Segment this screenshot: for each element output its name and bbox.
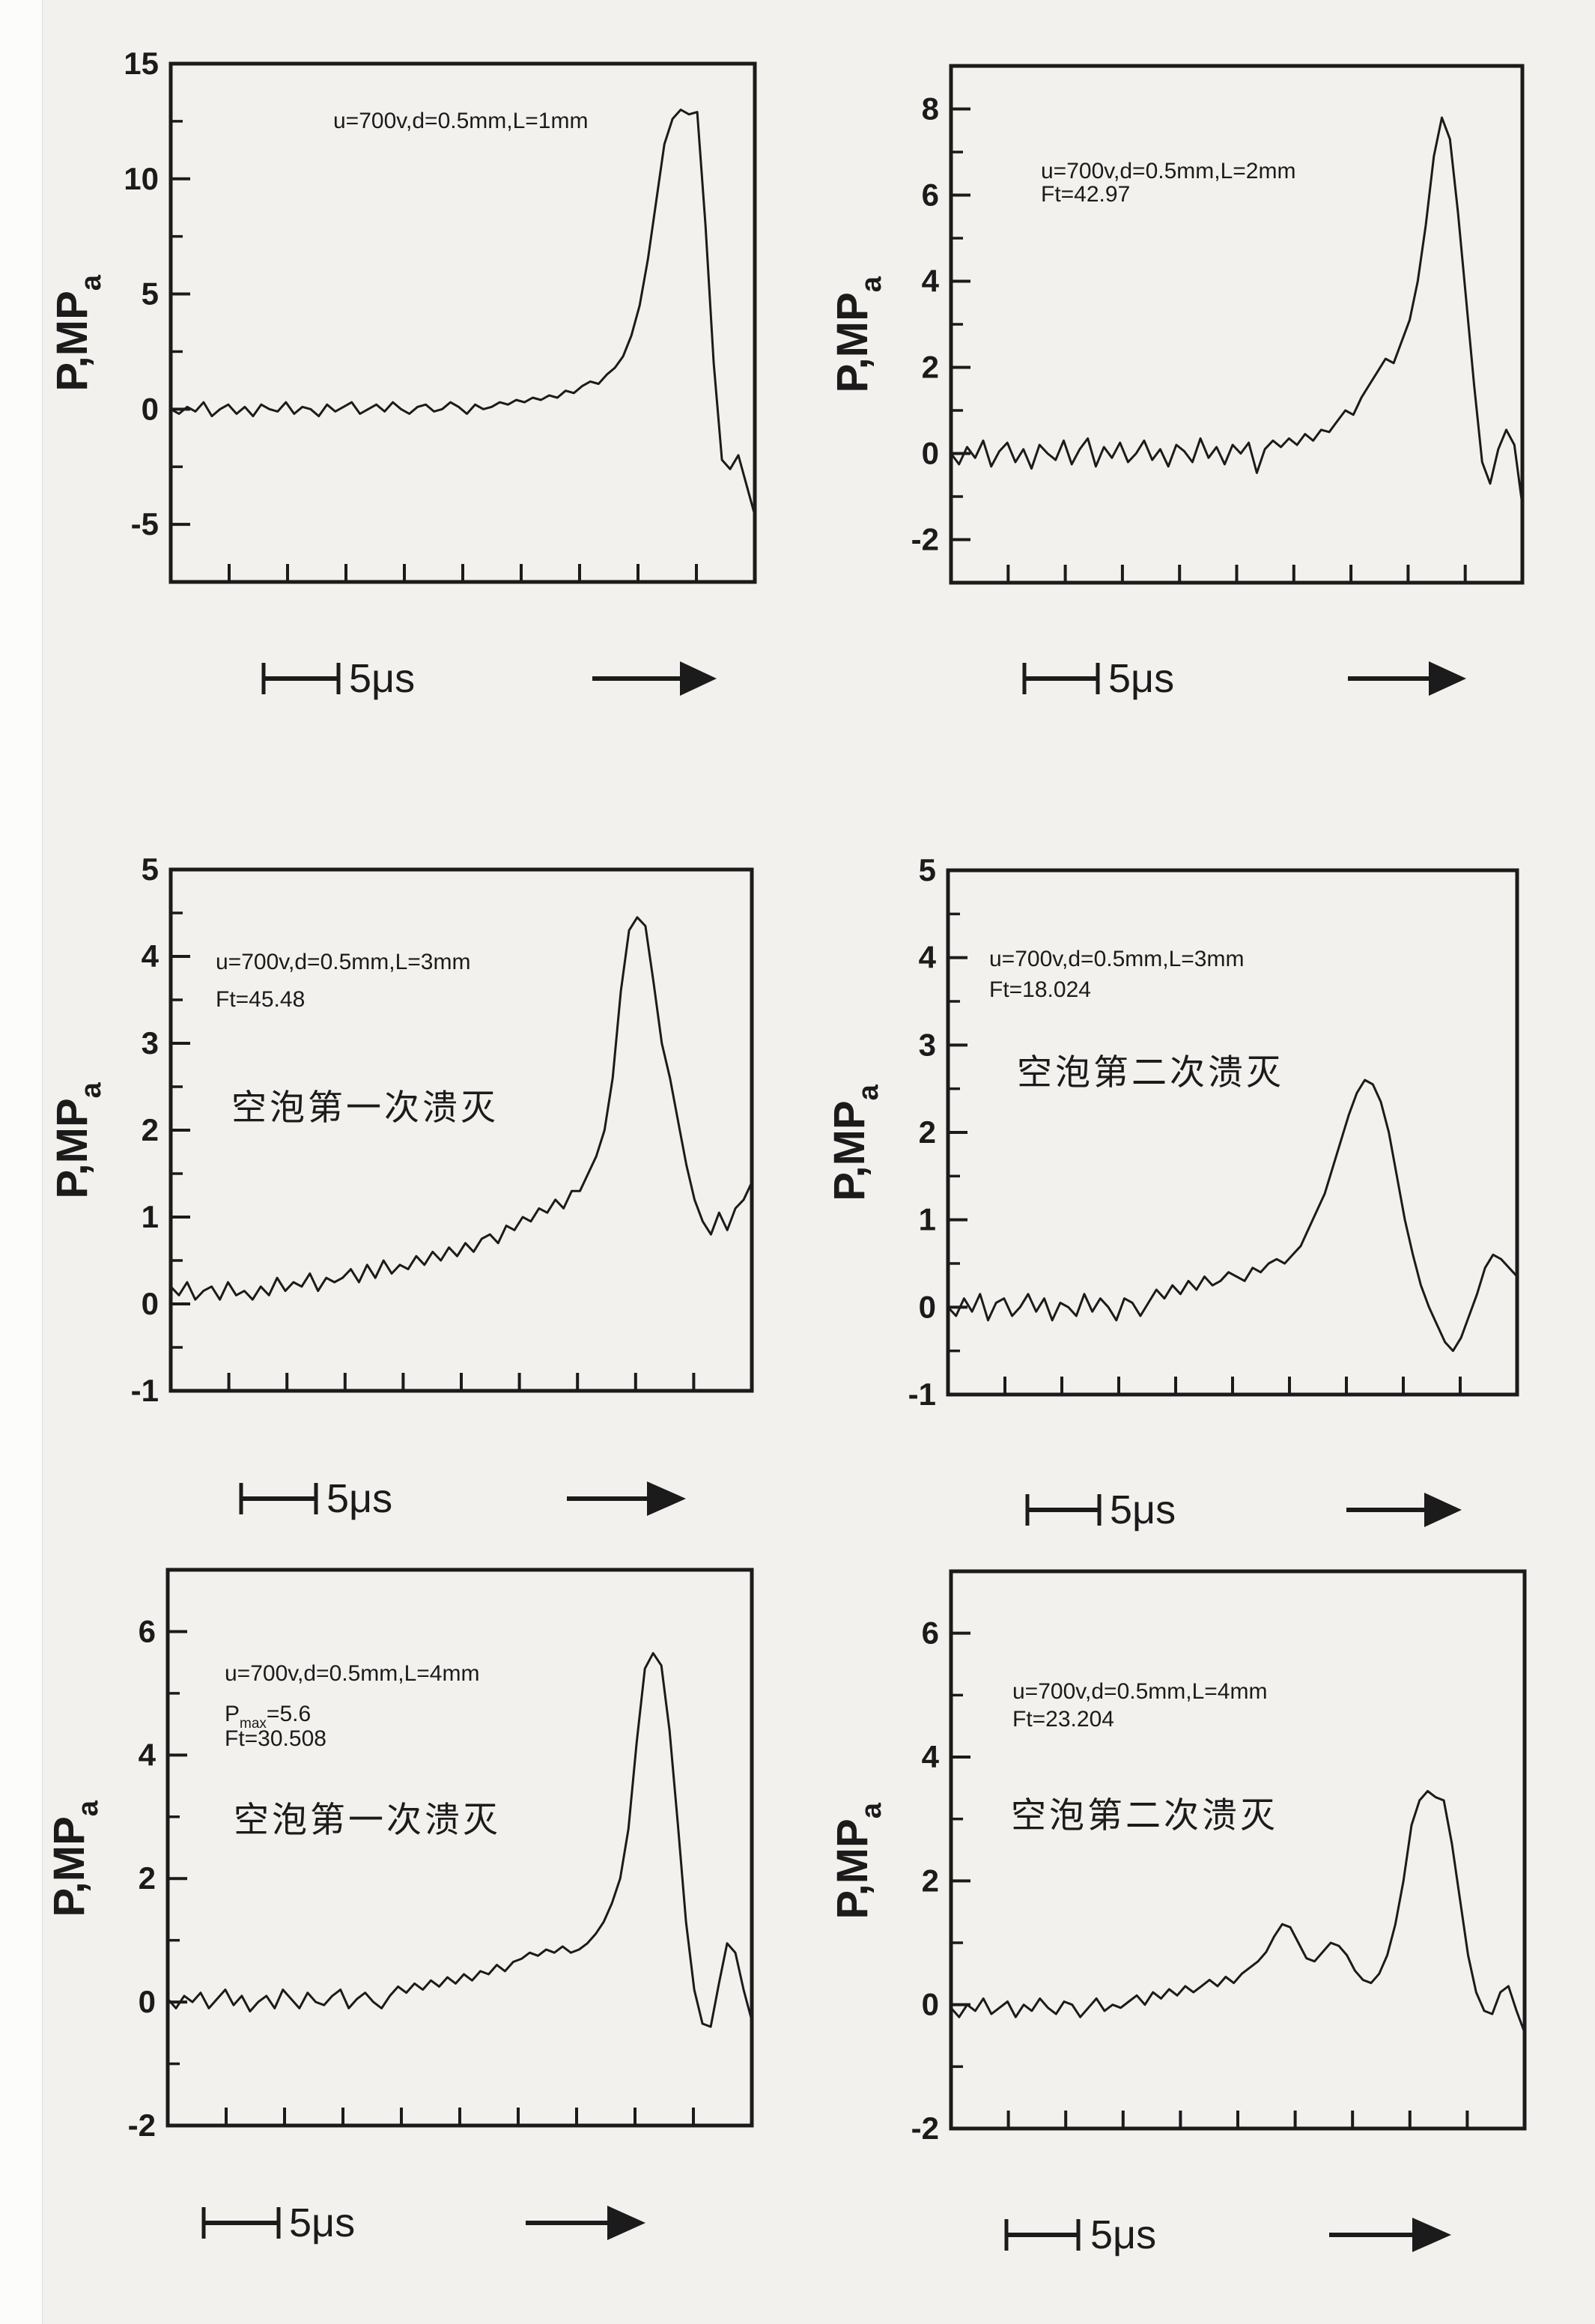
- y-tick-label: 2: [922, 350, 939, 385]
- collapse-annotation: 空泡第一次溃灭: [234, 1800, 501, 1841]
- y-tick-label: 6: [139, 1613, 156, 1648]
- y-tick-label: -2: [911, 522, 939, 557]
- y-tick-label: 2: [142, 1112, 159, 1147]
- pressure-chart-5: 6 4 2 0 -2 u=700v,d=0.5mm,L=4mm Pmax=5.6Ft=30.…: [45, 1568, 754, 2245]
- y-tick-label: 4: [142, 938, 160, 974]
- y-tick-label: 0: [142, 1286, 159, 1321]
- pressure-waveform: [169, 916, 753, 1301]
- param-annotation: Ft=30.508: [225, 1726, 326, 1751]
- chart-frame: [949, 64, 1525, 585]
- param-annotation: u=700v,d=0.5mm,L=1mm: [333, 109, 588, 133]
- scalebar-label: 5μs: [1108, 656, 1174, 701]
- time-arrow-head: [680, 661, 717, 696]
- scalebar-label: 5μs: [289, 2200, 355, 2245]
- y-tick-label: 1: [919, 1202, 936, 1237]
- collapse-annotation: 空泡第二次溃灭: [1017, 1052, 1284, 1093]
- param-annotation: u=700v,d=0.5mm,L=3mm: [989, 947, 1244, 971]
- y-tick-label: 0: [922, 436, 939, 471]
- y-tick-label: -2: [911, 2111, 939, 2146]
- pressure-waveform: [950, 1790, 1526, 2034]
- collapse-annotation: 空泡第一次溃灭: [231, 1087, 499, 1129]
- scalebar-label: 5μs: [326, 1476, 392, 1521]
- chart-frame: [946, 868, 1519, 1397]
- y-axis-title: P,MPa: [48, 1081, 107, 1198]
- y-tick-label: 5: [142, 276, 159, 312]
- scan-edge-strip: [0, 0, 43, 2324]
- param-annotation: Pmax=5.6: [225, 1702, 311, 1732]
- y-tick-label: 4: [922, 1739, 940, 1774]
- param-annotation: Ft=42.97: [1041, 182, 1130, 207]
- y-axis-title: P,MPa: [828, 276, 887, 392]
- y-tick-label: 2: [922, 1863, 939, 1898]
- y-tick-label: 10: [124, 161, 159, 196]
- y-tick-label: 6: [922, 178, 939, 213]
- pressure-waveform: [950, 116, 1524, 506]
- y-tick-label: 1: [142, 1199, 159, 1234]
- scalebar-label: 5μs: [1090, 2212, 1156, 2257]
- y-tick-label: -1: [131, 1373, 159, 1408]
- time-arrow-head: [1412, 2218, 1451, 2252]
- y-tick-label: 2: [139, 1860, 156, 1896]
- pressure-waveform: [166, 1651, 753, 2028]
- y-tick-label: 4: [139, 1737, 157, 1772]
- y-tick-label: 2: [919, 1114, 936, 1150]
- pressure-waveform: [947, 1078, 1519, 1353]
- y-axis-title: P,MPa: [48, 274, 107, 391]
- y-tick-label: -5: [131, 506, 159, 541]
- time-arrow-head: [647, 1481, 686, 1516]
- pressure-chart-4: 5 4 3 2 1 0 -1 u=700v,d=0.5mm,L=3mm Ft=18.024 空泡第…: [825, 852, 1519, 1532]
- pressure-chart-3: 5 4 3 2 1 0 -1 u=700v,d=0.5mm,L=3mm Ft=45.48 空泡第一…: [48, 852, 754, 1521]
- y-axis-title: P,MPa: [45, 1800, 104, 1917]
- y-tick-label: 5: [142, 852, 159, 887]
- chart-frame: [168, 61, 757, 584]
- time-arrow-head: [1424, 1493, 1462, 1527]
- param-annotation: u=700v,d=0.5mm,L=4mm: [225, 1661, 479, 1686]
- scalebar-label: 5μs: [1110, 1487, 1176, 1532]
- y-tick-label: 0: [922, 1987, 939, 2022]
- y-axis-title: P,MPa: [825, 1084, 884, 1201]
- param-annotation: Ft=45.48: [216, 987, 305, 1012]
- y-axis-title: P,MPa: [828, 1802, 887, 1919]
- time-arrow-head: [1429, 661, 1466, 696]
- y-tick-label: 4: [919, 940, 937, 975]
- param-annotation: Ft=23.204: [1012, 1707, 1114, 1732]
- chart-frame: [949, 1569, 1527, 2131]
- pressure-waveform: [169, 109, 756, 517]
- param-annotation: u=700v,d=0.5mm,L=2mm: [1041, 159, 1295, 183]
- y-tick-label: 0: [142, 391, 159, 426]
- param-annotation: u=700v,d=0.5mm,L=3mm: [216, 950, 470, 974]
- y-tick-label: 0: [919, 1289, 936, 1324]
- pressure-chart-6: 6 4 2 0 -2 u=700v,d=0.5mm,L=4mm Ft=23.204 空泡第二次…: [828, 1569, 1527, 2257]
- y-tick-label: 4: [922, 264, 940, 299]
- y-tick-label: 15: [124, 46, 159, 81]
- y-tick-label: 3: [919, 1027, 936, 1062]
- chart-frame: [168, 867, 754, 1393]
- y-tick-label: -2: [128, 2108, 156, 2143]
- time-arrow-head: [607, 2206, 645, 2240]
- y-tick-label: 0: [139, 1984, 156, 2019]
- y-tick-label: 6: [922, 1615, 939, 1651]
- param-annotation: u=700v,d=0.5mm,L=4mm: [1012, 1679, 1267, 1704]
- param-annotation: Ft=18.024: [989, 977, 1091, 1002]
- y-tick-label: 8: [922, 91, 939, 127]
- y-tick-label: 5: [919, 852, 936, 888]
- pressure-chart-1: 15 10 5 0 -5 u=700v,d=0.5mm,L=1mm P,MPa 5μs: [48, 46, 757, 701]
- chart-frame: [165, 1568, 754, 2128]
- y-tick-label: 3: [142, 1025, 159, 1061]
- collapse-annotation: 空泡第二次溃灭: [1011, 1795, 1278, 1836]
- y-tick-label: -1: [908, 1377, 936, 1412]
- scalebar-label: 5μs: [349, 656, 415, 701]
